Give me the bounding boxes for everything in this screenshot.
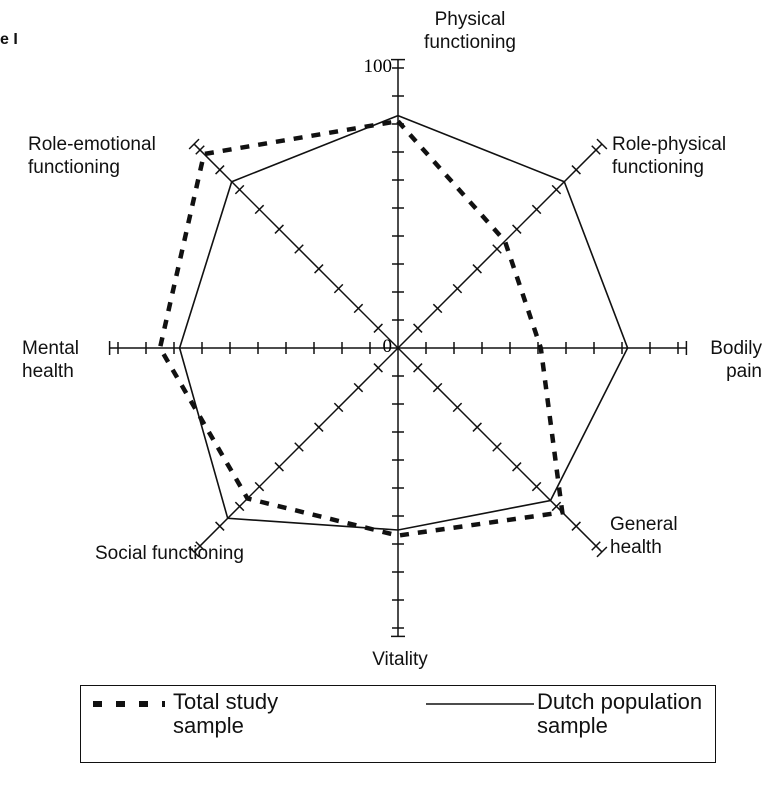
tick-mark (571, 165, 581, 175)
legend-label: Dutch population sample (537, 689, 703, 738)
axis-label: Physical functioning (424, 9, 516, 53)
axis-cap (596, 138, 608, 150)
tick-mark (234, 184, 245, 195)
tick-mark (234, 501, 245, 512)
tick-mark (314, 422, 324, 432)
tick-mark (314, 264, 324, 274)
axis-cap (188, 546, 200, 558)
tick-mark (195, 145, 205, 155)
tick-mark (492, 442, 502, 452)
axis-cap (188, 138, 200, 150)
figure-label: e I (0, 31, 18, 48)
tick-mark (571, 521, 581, 531)
tick-mark (254, 204, 265, 215)
tick-mark (353, 303, 364, 314)
tick-mark (531, 481, 542, 492)
tick-mark (432, 303, 443, 314)
axis-line (397, 143, 603, 349)
tick-mark (432, 382, 443, 393)
axis-line (397, 347, 603, 553)
tick-mark (413, 363, 423, 373)
axis-label: Bodily pain (710, 338, 762, 382)
tick-mark (274, 224, 284, 234)
tick-mark (551, 184, 562, 195)
tick-mark (413, 323, 423, 333)
tick-mark (274, 462, 284, 472)
tick-mark (591, 145, 601, 155)
tick-mark (452, 283, 463, 294)
tick-mark (353, 382, 364, 393)
tick-mark (512, 462, 522, 472)
legend-label: Total study sample (173, 689, 279, 738)
legend: Total study sample Dutch population samp… (80, 685, 716, 763)
axis-label: Vitality (372, 649, 428, 670)
axis-label: General health (610, 514, 678, 558)
axis-label: Role-physical functioning (612, 134, 727, 178)
axis-label: Social functioning (95, 543, 244, 564)
series-dashed (157, 118, 565, 538)
legend-swatch-dashed (93, 701, 165, 707)
tick-mark (215, 165, 225, 175)
axis-cap (596, 546, 608, 558)
legend-swatch-solid (426, 703, 534, 705)
r-tick-label: 100 (364, 56, 393, 77)
tick-mark (472, 422, 482, 432)
axis-line (193, 347, 399, 553)
tick-mark (195, 541, 205, 551)
tick-mark (373, 363, 383, 373)
axis-label: Mental health (22, 338, 80, 382)
tick-mark (333, 283, 344, 294)
r-tick-label: 0 (383, 336, 393, 357)
tick-mark (591, 541, 601, 551)
tick-mark (492, 244, 502, 254)
tick-mark (333, 402, 344, 413)
axis-line (193, 143, 399, 349)
tick-mark (512, 224, 522, 234)
tick-mark (531, 204, 542, 215)
tick-mark (215, 521, 225, 531)
tick-mark (294, 442, 304, 452)
tick-mark (472, 264, 482, 274)
axis-label: Role-emotional functioning (28, 134, 156, 178)
series-solid (178, 114, 629, 531)
tick-mark (373, 323, 383, 333)
tick-mark (254, 481, 265, 492)
tick-mark (452, 402, 463, 413)
tick-mark (551, 501, 562, 512)
tick-mark (294, 244, 304, 254)
